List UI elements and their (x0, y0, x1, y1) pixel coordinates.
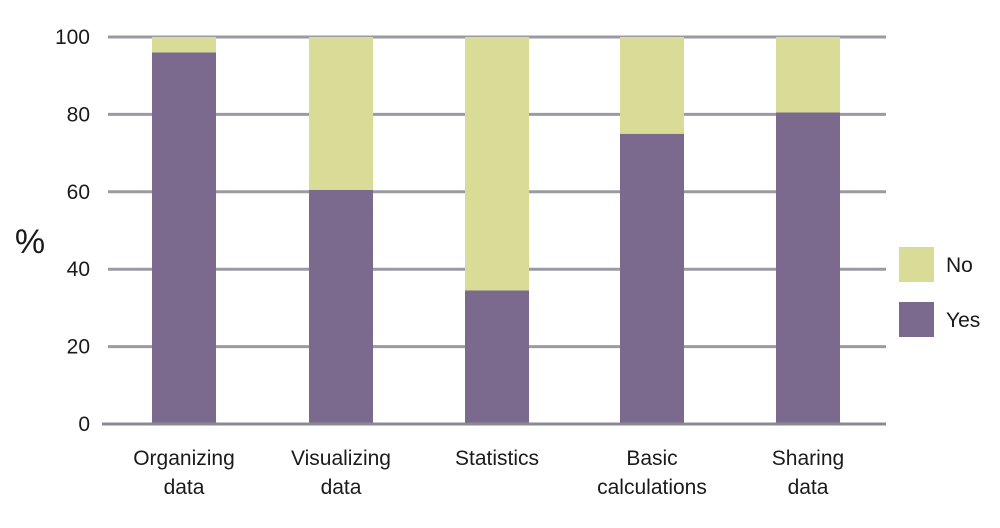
y-tick-label: 40 (67, 258, 90, 281)
y-axis-label: % (15, 223, 45, 261)
legend: No Yes (899, 247, 980, 337)
bars (152, 37, 840, 424)
bar-yes-0 (152, 52, 216, 424)
bar-yes-2 (465, 290, 529, 424)
x-tick-label: data (164, 476, 205, 499)
bar-yes-4 (776, 112, 840, 424)
x-tick-label: calculations (597, 476, 707, 499)
y-tick-label: 100 (55, 26, 90, 49)
x-tick-label: Sharing (772, 447, 844, 470)
bar-no-4 (776, 37, 840, 113)
legend-swatch-yes (899, 302, 934, 337)
bar-yes-3 (620, 133, 684, 424)
x-tick-label: data (788, 476, 829, 499)
legend-label-yes: Yes (946, 309, 980, 332)
x-tick-label: data (321, 476, 362, 499)
x-tick-label: Organizing (133, 447, 235, 470)
y-tick-label: 60 (67, 181, 90, 204)
bar-no-1 (309, 37, 373, 190)
bar-no-2 (465, 37, 529, 291)
legend-label-no: No (946, 254, 973, 277)
x-tick-label: Basic (626, 447, 677, 470)
bar-no-3 (620, 37, 684, 134)
y-tick-label: 0 (78, 413, 90, 436)
labels: 0 20 40 60 80 100 Organizing data Visualizing dat… (15, 26, 844, 499)
bar-no-0 (152, 37, 216, 53)
y-tick-label: 20 (67, 336, 90, 359)
bar-yes-1 (309, 189, 373, 424)
legend-swatch-no (899, 247, 934, 282)
y-tick-label: 80 (67, 103, 90, 126)
x-tick-label: Statistics (455, 447, 539, 470)
x-tick-label: Visualizing (291, 447, 391, 470)
